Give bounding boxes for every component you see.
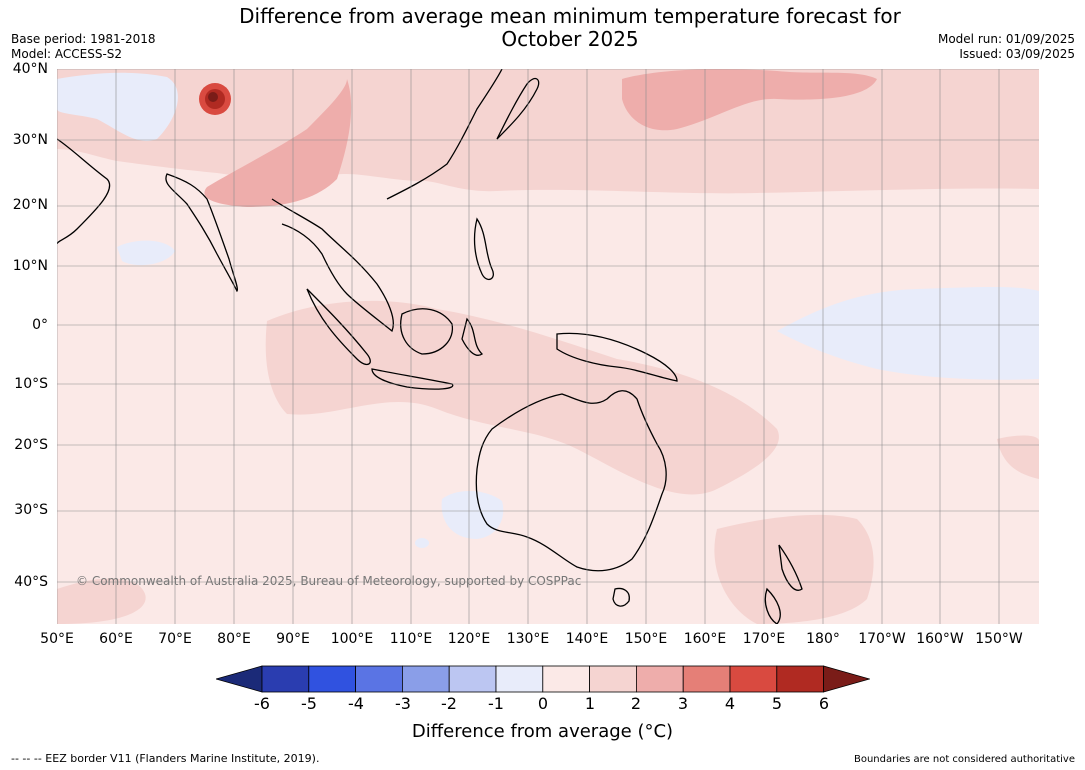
colorbar-cell xyxy=(682,665,731,693)
lat-label-40s: 40°S xyxy=(14,574,48,590)
colorbar-cell xyxy=(495,665,544,693)
coastlines xyxy=(57,69,803,624)
forecast-map xyxy=(57,69,1039,624)
colorbar-cell xyxy=(401,665,450,693)
lon-label-110e: 110°E xyxy=(389,631,433,647)
philippines-coast xyxy=(473,217,494,281)
borneo-coast xyxy=(400,308,454,355)
issued-date: Issued: 03/09/2025 xyxy=(959,47,1075,61)
anomaly-cool-west-australia xyxy=(441,490,504,539)
colorbar-cell xyxy=(261,665,310,693)
lat-label-40n: 40°N xyxy=(12,61,48,77)
lon-label-160e: 160°E xyxy=(683,631,727,647)
lon-label-60e: 60°E xyxy=(99,631,133,647)
colorbar-extend-high xyxy=(823,665,870,693)
anomaly-zone-southwest xyxy=(57,578,146,624)
colorbar-tick: 1 xyxy=(584,694,596,713)
lat-label-30s: 30°S xyxy=(14,502,48,518)
colorbar-tick: -5 xyxy=(301,694,317,713)
colorbar-cell xyxy=(635,665,684,693)
colorbar-tick: -2 xyxy=(441,694,457,713)
colorbar-cell xyxy=(589,665,637,693)
lon-label-160w: 160°W xyxy=(916,631,964,647)
colorbar-tick: 3 xyxy=(677,694,689,713)
title-line-2: October 2025 xyxy=(501,27,639,51)
colorbar-cell xyxy=(776,665,824,693)
colorbar xyxy=(216,665,870,693)
lat-label-10s: 10°S xyxy=(14,376,48,392)
lon-label-150w: 150°W xyxy=(975,631,1023,647)
lon-label-180: 180° xyxy=(806,631,840,647)
india-coast xyxy=(165,173,239,293)
footer-eez-note: -- -- -- EEZ border V11 (Flanders Marine… xyxy=(11,752,320,765)
china-coast xyxy=(386,69,503,200)
graticule xyxy=(57,69,1039,624)
tasmania-coast xyxy=(612,587,630,607)
colorbar-tick: 4 xyxy=(724,694,736,713)
anomaly-cool-arabian-sea xyxy=(117,240,175,266)
java-coast xyxy=(371,368,454,390)
lat-label-0: 0° xyxy=(32,317,48,333)
colorbar-tick: -4 xyxy=(348,694,364,713)
anomaly-zone-east xyxy=(997,435,1039,479)
anomaly-cool-small xyxy=(415,538,429,548)
meta-left: Base period: 1981-2018 Model: ACCESS-S2 xyxy=(11,32,156,62)
colorbar-tick: 0 xyxy=(537,694,549,713)
copyright-notice: © Commonwealth of Australia 2025, Bureau… xyxy=(76,574,582,588)
colorbar-cell xyxy=(729,665,778,693)
model-name: Model: ACCESS-S2 xyxy=(11,47,123,61)
anomaly-hotspot-core xyxy=(208,92,218,102)
lat-label-10n: 10°N xyxy=(12,258,48,274)
colorbar-tick: -6 xyxy=(254,694,270,713)
model-run: Model run: 01/09/2025 xyxy=(937,32,1075,46)
colorbar-tick: 6 xyxy=(818,694,830,713)
colorbar-tick: 2 xyxy=(630,694,642,713)
base-period: Base period: 1981-2018 xyxy=(11,32,156,46)
arabia-coast xyxy=(57,138,111,245)
new-guinea-coast xyxy=(556,332,678,382)
australia-coast xyxy=(475,390,667,572)
lon-label-170e: 170°E xyxy=(742,631,786,647)
lat-label-20n: 20°N xyxy=(12,197,48,213)
anomaly-zone-india xyxy=(204,79,352,207)
meta-right: Model run: 01/09/2025 Issued: 03/09/2025 xyxy=(938,32,1075,62)
lon-label-130e: 130°E xyxy=(506,631,550,647)
sumatra-coast xyxy=(306,288,371,366)
sulawesi-coast xyxy=(461,317,484,356)
lon-label-140e: 140°E xyxy=(565,631,609,647)
lat-label-30n: 30°N xyxy=(12,132,48,148)
colorbar-cell xyxy=(355,665,403,693)
nz-south-island xyxy=(764,587,781,624)
lon-label-50e: 50°E xyxy=(40,631,74,647)
colorbar-cell xyxy=(308,665,357,693)
lon-label-120e: 120°E xyxy=(447,631,491,647)
map-title: Difference from average mean minimum tem… xyxy=(0,5,1085,51)
lon-label-80e: 80°E xyxy=(217,631,251,647)
colorbar-tick: -1 xyxy=(488,694,504,713)
lon-label-150e: 150°E xyxy=(624,631,668,647)
japan-coast xyxy=(496,77,540,140)
footer-boundaries-note: Boundaries are not considered authoritat… xyxy=(853,754,1075,765)
lon-label-90e: 90°E xyxy=(276,631,310,647)
colorbar-cell xyxy=(448,665,497,693)
indochina-coast xyxy=(271,198,394,333)
anomaly-cool-west-asia xyxy=(57,72,178,141)
anomaly-cool-central-pacific xyxy=(777,287,1039,380)
lon-label-100e: 100°E xyxy=(330,631,374,647)
anomaly-zone-maritime-continent xyxy=(265,300,779,495)
colorbar-cell xyxy=(542,665,590,693)
lat-label-20s: 20°S xyxy=(14,437,48,453)
colorbar-tick: -3 xyxy=(395,694,411,713)
title-line-1: Difference from average mean minimum tem… xyxy=(239,4,901,28)
lon-label-170w: 170°W xyxy=(858,631,906,647)
anomaly-zone-pacific-north xyxy=(622,69,877,131)
colorbar-extend-low xyxy=(216,665,263,693)
lon-label-70e: 70°E xyxy=(158,631,192,647)
colorbar-tick: 5 xyxy=(771,694,783,713)
nz-north-island xyxy=(778,544,803,591)
colorbar-label: Difference from average (°C) xyxy=(411,721,674,742)
